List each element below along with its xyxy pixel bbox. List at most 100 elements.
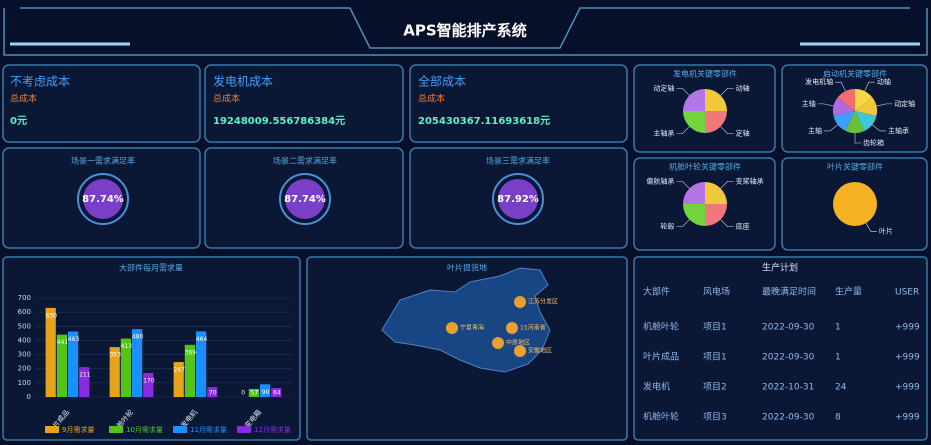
map-label: 江苏分发区 [528, 298, 558, 306]
pie-label: 动定轴 [653, 83, 674, 92]
table-title: 生产计划 [762, 262, 798, 274]
bar [56, 334, 67, 397]
pie-leader [854, 133, 861, 144]
bar [173, 362, 184, 397]
bar [196, 331, 207, 397]
table-cell: 2022-09-30 [762, 353, 815, 363]
gauge-title: 场景三需求满足率 [486, 156, 550, 166]
bar [109, 347, 120, 397]
pie-title: 启动机关键零部件 [823, 69, 887, 79]
gauge-ring [77, 173, 129, 225]
table-cell: 发电机 [643, 381, 670, 393]
bar [68, 331, 79, 397]
panels [2, 64, 928, 441]
gauge-fill [285, 179, 325, 219]
table-cell: 项目1 [703, 322, 727, 333]
gauge-title: 场景二需求满足率 [273, 156, 337, 166]
y-tick-label: 200 [18, 365, 31, 373]
pie-label: 动轴 [877, 77, 891, 86]
pie-label: 齿轮箱 [863, 138, 884, 147]
bar-value-label: 170 [143, 377, 155, 384]
table-cell: 1 [835, 353, 841, 363]
table-cell: +999 [895, 413, 920, 423]
legend-swatch [173, 426, 187, 433]
pie-leader [676, 88, 690, 96]
table-cell: +999 [895, 323, 920, 333]
table-cell: 2022-10-31 [762, 383, 814, 393]
map-label: 安徽地区 [528, 347, 552, 355]
bar-value-label: 413 [121, 343, 133, 350]
bar-value-label: 463 [68, 336, 80, 343]
pie-leader [835, 81, 846, 92]
y-tick-label: 500 [18, 322, 31, 330]
header-title: APS智能排产系统 [403, 22, 526, 40]
table-cell: 1 [835, 323, 841, 333]
bar [79, 367, 90, 397]
table-cell: 叶片成品 [643, 351, 679, 363]
map-point [492, 337, 504, 349]
pie-leader [720, 219, 734, 227]
pie-leader [676, 219, 690, 227]
table-cell: 机舱叶轮 [643, 411, 679, 423]
bar [260, 384, 271, 397]
map-title: 叶片提货地 [447, 263, 487, 273]
gauge-fill [498, 179, 538, 219]
pie-label: 主轴 [802, 99, 816, 108]
pie-slice [855, 89, 873, 111]
pie-slice [837, 89, 855, 111]
bar [184, 344, 195, 397]
legend-label: 9月需求量 [62, 425, 94, 434]
bar [143, 372, 154, 397]
pie-label: 发电机轴 [805, 77, 833, 86]
map-label: 宁夏青海 [460, 324, 484, 332]
map-point [514, 296, 526, 308]
bar-value-label: 464 [196, 336, 208, 343]
pie-slice [833, 182, 877, 226]
pie-slice [705, 182, 727, 204]
bar [120, 338, 131, 397]
pie-slice [705, 111, 727, 133]
pie-title: 发电机关键零部件 [673, 69, 737, 79]
bar-value-label: 90 [262, 389, 270, 396]
gauge-value: 87.74% [82, 194, 124, 205]
table-cell: 24 [835, 383, 847, 393]
legend-swatch [109, 426, 123, 433]
pie-leader [720, 126, 734, 134]
pie-title: 机舱叶轮关键零部件 [669, 162, 741, 172]
pie-slice [683, 204, 705, 226]
pie-label: 叶片 [879, 227, 893, 236]
pie-title: 叶片关键零部件 [827, 162, 883, 172]
table-cell: 机舱叶轮 [643, 321, 679, 333]
gauge-ring [492, 173, 544, 225]
y-tick-label: 300 [18, 351, 31, 359]
pie-label: 动定轴 [894, 99, 915, 108]
pie-label: 轮毂 [660, 222, 674, 231]
table-cell: 项目2 [703, 382, 727, 393]
bar-value-label: 57 [251, 390, 259, 397]
card-subtitle: 总成本 [418, 93, 445, 105]
gauge-ring [279, 173, 331, 225]
pie-leader [872, 124, 887, 132]
card-value: 0元 [10, 115, 27, 127]
pie-label: 主轴 [808, 126, 822, 135]
card-subtitle: 总成本 [213, 93, 240, 105]
bar [45, 307, 56, 397]
table-header: 风电场 [703, 286, 730, 298]
pie-leader [720, 181, 734, 189]
card-title: 全部成本 [418, 74, 466, 89]
map-point [446, 322, 458, 334]
bar [271, 387, 282, 397]
pie-label: 变桨轴承 [736, 176, 764, 185]
gauge-value: 87.74% [284, 194, 326, 205]
card-value: 19248009.556786384元 [213, 115, 345, 127]
pie-leader [676, 126, 690, 134]
pie-leader [817, 103, 834, 107]
bar-value-label: 64 [273, 390, 281, 397]
bar-value-label: 630 [45, 312, 57, 319]
gauge-title: 场景一需求满足率 [71, 156, 135, 166]
header-frame [3, 7, 928, 56]
table-header: 最晚满足时间 [762, 286, 816, 298]
map-label: 15河南省 [520, 324, 546, 332]
map-label: 中原地区 [506, 339, 530, 347]
